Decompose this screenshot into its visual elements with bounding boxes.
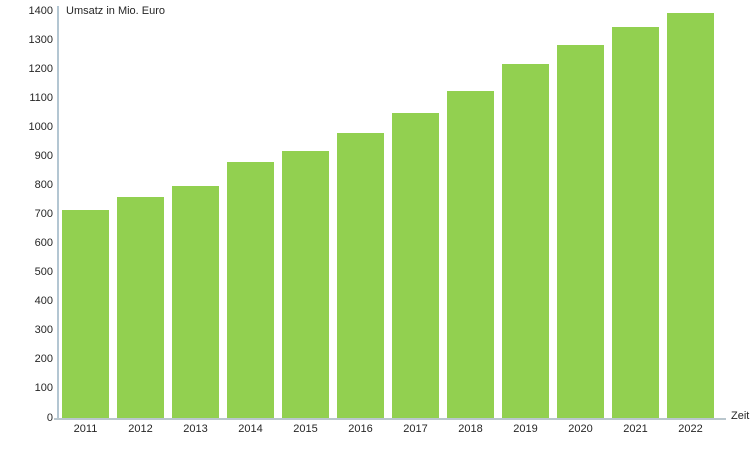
bar-2019 [502, 63, 549, 418]
x-tick-label-2021: 2021 [623, 423, 648, 435]
x-tick-label-2018: 2018 [458, 423, 483, 435]
x-tick-label-2014: 2014 [238, 423, 263, 435]
bar-2017 [392, 112, 439, 418]
y-tick-label-600: 600 [34, 237, 53, 250]
x-tick-label-2011: 2011 [73, 423, 98, 435]
x-tick-label-2016: 2016 [348, 423, 373, 435]
y-axis-title: Umsatz in Mio. Euro [66, 5, 166, 17]
y-tick-label-0: 0 [46, 411, 53, 424]
bar-2011 [62, 210, 109, 418]
y-tick-label-800: 800 [34, 179, 53, 192]
x-tick-label-2013: 2013 [183, 423, 208, 435]
y-tick-label-500: 500 [34, 266, 53, 279]
x-tick-label-2012: 2012 [128, 423, 153, 435]
y-tick-label-900: 900 [34, 150, 53, 163]
y-tick-label-100: 100 [34, 382, 53, 395]
bar-2012 [117, 197, 164, 418]
x-tick-label-2019: 2019 [513, 423, 538, 435]
bar-2016 [337, 133, 384, 418]
y-tick-label-400: 400 [34, 295, 53, 308]
y-tick-label-200: 200 [34, 353, 53, 366]
bar-2014 [227, 162, 274, 418]
x-tick-label-2015: 2015 [293, 423, 318, 435]
x-axis-line [54, 418, 726, 420]
y-tick-label-1300: 1300 [28, 33, 53, 46]
x-tick-label-2017: 2017 [403, 423, 428, 435]
x-axis-title: Zeit [731, 410, 750, 422]
bar-2021 [612, 27, 659, 418]
x-tick-label-2022: 2022 [678, 423, 703, 435]
bar-2018 [447, 91, 494, 418]
bar-2020 [557, 44, 604, 418]
y-tick-label-700: 700 [34, 208, 53, 221]
y-tick-label-1400: 1400 [28, 4, 53, 17]
y-tick-label-1000: 1000 [28, 121, 53, 133]
x-tick-label-2020: 2020 [568, 423, 593, 435]
y-tick-label-1200: 1200 [28, 62, 53, 75]
bar-2015 [282, 150, 329, 418]
bar-2022 [667, 12, 714, 418]
y-axis-line [57, 6, 59, 419]
y-tick-label-300: 300 [34, 324, 53, 337]
y-tick-label-1100: 1100 [29, 91, 53, 104]
bar-2013 [172, 185, 219, 418]
